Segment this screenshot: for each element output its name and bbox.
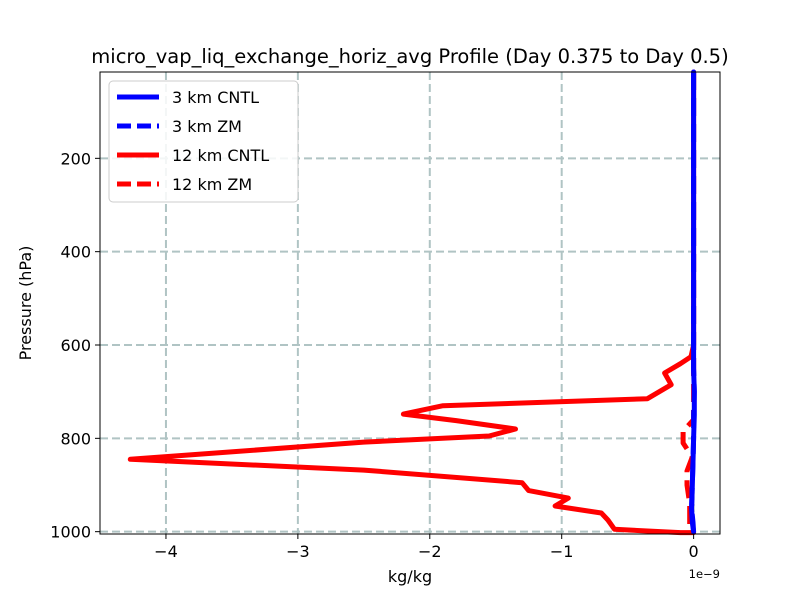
- legend-label: 12 km CNTL: [172, 146, 269, 165]
- x-tick-label: −2: [418, 542, 442, 561]
- data-series: [127, 69, 697, 536]
- x-tick-label: −3: [286, 542, 310, 561]
- y-tick-label: 600: [60, 336, 91, 355]
- x-axis-label: kg/kg: [388, 567, 432, 586]
- axis-ticks: −4 −3 −2 −1 0 200 400 600 800 1000: [50, 149, 698, 561]
- chart-title: micro_vap_liq_exchange_horiz_avg Profile…: [91, 45, 728, 68]
- y-tick-label: 400: [60, 243, 91, 262]
- y-tick-label: 800: [60, 429, 91, 448]
- x-tick-label: −4: [154, 542, 178, 561]
- series-line-3-km-zm: [689, 72, 697, 532]
- legend-label: 3 km ZM: [172, 117, 242, 136]
- x-tick-label: 0: [689, 542, 699, 561]
- legend-label: 12 km ZM: [172, 175, 252, 194]
- legend-label: 3 km CNTL: [172, 88, 259, 107]
- y-axis-label: Pressure (hPa): [16, 246, 35, 361]
- legend: 3 km CNTL 3 km ZM 12 km CNTL 12 km ZM: [108, 80, 299, 203]
- y-tick-label: 1000: [50, 523, 91, 542]
- y-tick-label: 200: [60, 149, 91, 168]
- legend-box: [108, 80, 299, 203]
- x-tick-label: −1: [550, 542, 574, 561]
- plot-area-frame: [99, 71, 721, 535]
- x-axis-offset-text: 1e−9: [689, 567, 720, 581]
